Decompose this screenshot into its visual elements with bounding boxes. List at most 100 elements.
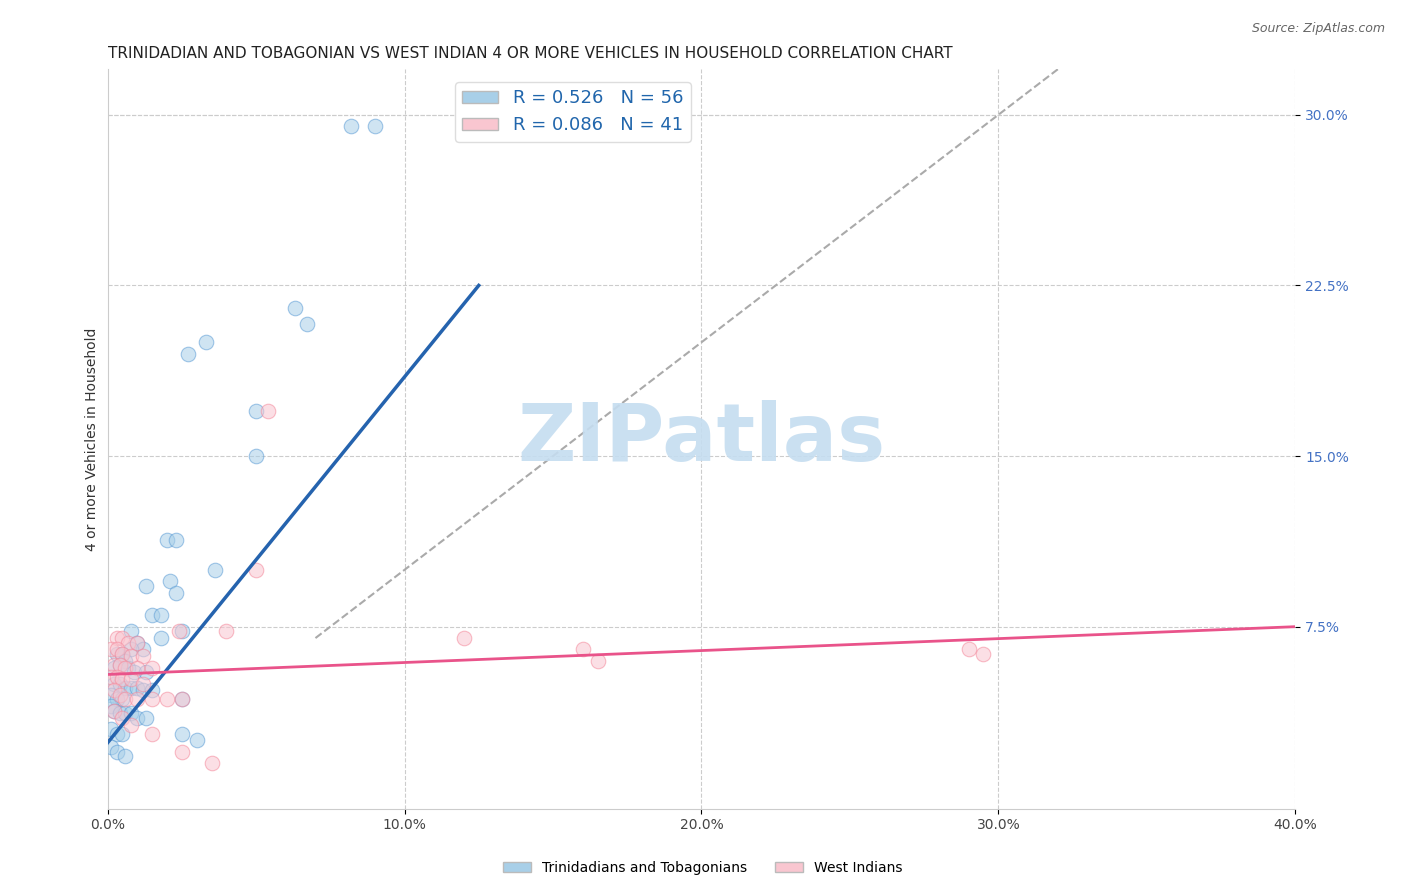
- Point: [111, 711, 134, 725]
- Point: [108, 676, 131, 690]
- Point: [111, 692, 134, 706]
- Point: [111, 726, 134, 740]
- Point: [120, 624, 142, 639]
- Point: [103, 676, 125, 690]
- Point: [108, 658, 131, 673]
- Point: [100, 740, 122, 755]
- Point: [108, 658, 131, 673]
- Legend: R = 0.526   N = 56, R = 0.086   N = 41: R = 0.526 N = 56, R = 0.086 N = 41: [456, 82, 690, 142]
- Point: [103, 704, 125, 718]
- Point: [127, 711, 149, 725]
- Point: [111, 647, 134, 661]
- Point: [141, 692, 163, 706]
- Point: [114, 706, 136, 720]
- Point: [141, 683, 163, 698]
- Point: [186, 733, 208, 747]
- Point: [114, 681, 136, 695]
- Point: [156, 692, 179, 706]
- Point: [165, 533, 187, 548]
- Point: [111, 647, 134, 661]
- Y-axis label: 4 or more Vehicles in Household: 4 or more Vehicles in Household: [86, 327, 100, 550]
- Point: [194, 335, 217, 350]
- Point: [103, 660, 125, 674]
- Point: [127, 692, 149, 706]
- Point: [105, 745, 128, 759]
- Point: [120, 706, 142, 720]
- Point: [957, 642, 980, 657]
- Text: Source: ZipAtlas.com: Source: ZipAtlas.com: [1251, 22, 1385, 36]
- Point: [340, 119, 363, 133]
- Point: [972, 647, 994, 661]
- Point: [127, 660, 149, 674]
- Point: [100, 722, 122, 736]
- Point: [135, 665, 157, 680]
- Point: [127, 635, 149, 649]
- Point: [120, 681, 142, 695]
- Point: [170, 624, 193, 639]
- Point: [571, 642, 593, 657]
- Point: [105, 670, 128, 684]
- Point: [105, 692, 128, 706]
- Point: [295, 317, 318, 331]
- Point: [100, 688, 122, 702]
- Point: [200, 756, 222, 771]
- Point: [105, 642, 128, 657]
- Point: [284, 301, 307, 316]
- Point: [100, 699, 122, 714]
- Point: [120, 672, 142, 686]
- Point: [141, 660, 163, 674]
- Point: [135, 579, 157, 593]
- Point: [127, 681, 149, 695]
- Point: [165, 585, 187, 599]
- Text: TRINIDADIAN AND TOBAGONIAN VS WEST INDIAN 4 OR MORE VEHICLES IN HOUSEHOLD CORREL: TRINIDADIAN AND TOBAGONIAN VS WEST INDIA…: [108, 46, 952, 62]
- Text: ZIPatlas: ZIPatlas: [517, 400, 886, 478]
- Point: [215, 624, 238, 639]
- Point: [141, 608, 163, 623]
- Point: [105, 647, 128, 661]
- Point: [177, 347, 200, 361]
- Point: [245, 563, 267, 577]
- Point: [114, 692, 136, 706]
- Point: [150, 608, 173, 623]
- Point: [167, 624, 190, 639]
- Point: [108, 688, 131, 702]
- Point: [364, 119, 387, 133]
- Point: [170, 692, 193, 706]
- Point: [257, 403, 280, 417]
- Point: [114, 660, 136, 674]
- Point: [141, 726, 163, 740]
- Point: [170, 692, 193, 706]
- Point: [103, 704, 125, 718]
- Point: [100, 642, 122, 657]
- Point: [120, 642, 142, 657]
- Point: [586, 654, 609, 668]
- Point: [103, 683, 125, 698]
- Point: [204, 563, 226, 577]
- Point: [127, 635, 149, 649]
- Point: [120, 717, 142, 731]
- Point: [170, 726, 193, 740]
- Point: [103, 658, 125, 673]
- Point: [117, 635, 139, 649]
- Point: [117, 660, 139, 674]
- Point: [132, 649, 155, 664]
- Point: [159, 574, 181, 589]
- Legend: Trinidadians and Tobagonians, West Indians: Trinidadians and Tobagonians, West India…: [498, 855, 908, 880]
- Point: [120, 649, 142, 664]
- Point: [135, 711, 157, 725]
- Point: [100, 670, 122, 684]
- Point: [111, 672, 134, 686]
- Point: [105, 631, 128, 645]
- Point: [453, 631, 475, 645]
- Point: [132, 676, 155, 690]
- Point: [170, 745, 193, 759]
- Point: [132, 642, 155, 657]
- Point: [124, 665, 146, 680]
- Point: [132, 683, 155, 698]
- Point: [156, 533, 179, 548]
- Point: [245, 449, 267, 463]
- Point: [108, 706, 131, 720]
- Point: [114, 749, 136, 764]
- Point: [105, 726, 128, 740]
- Point: [114, 654, 136, 668]
